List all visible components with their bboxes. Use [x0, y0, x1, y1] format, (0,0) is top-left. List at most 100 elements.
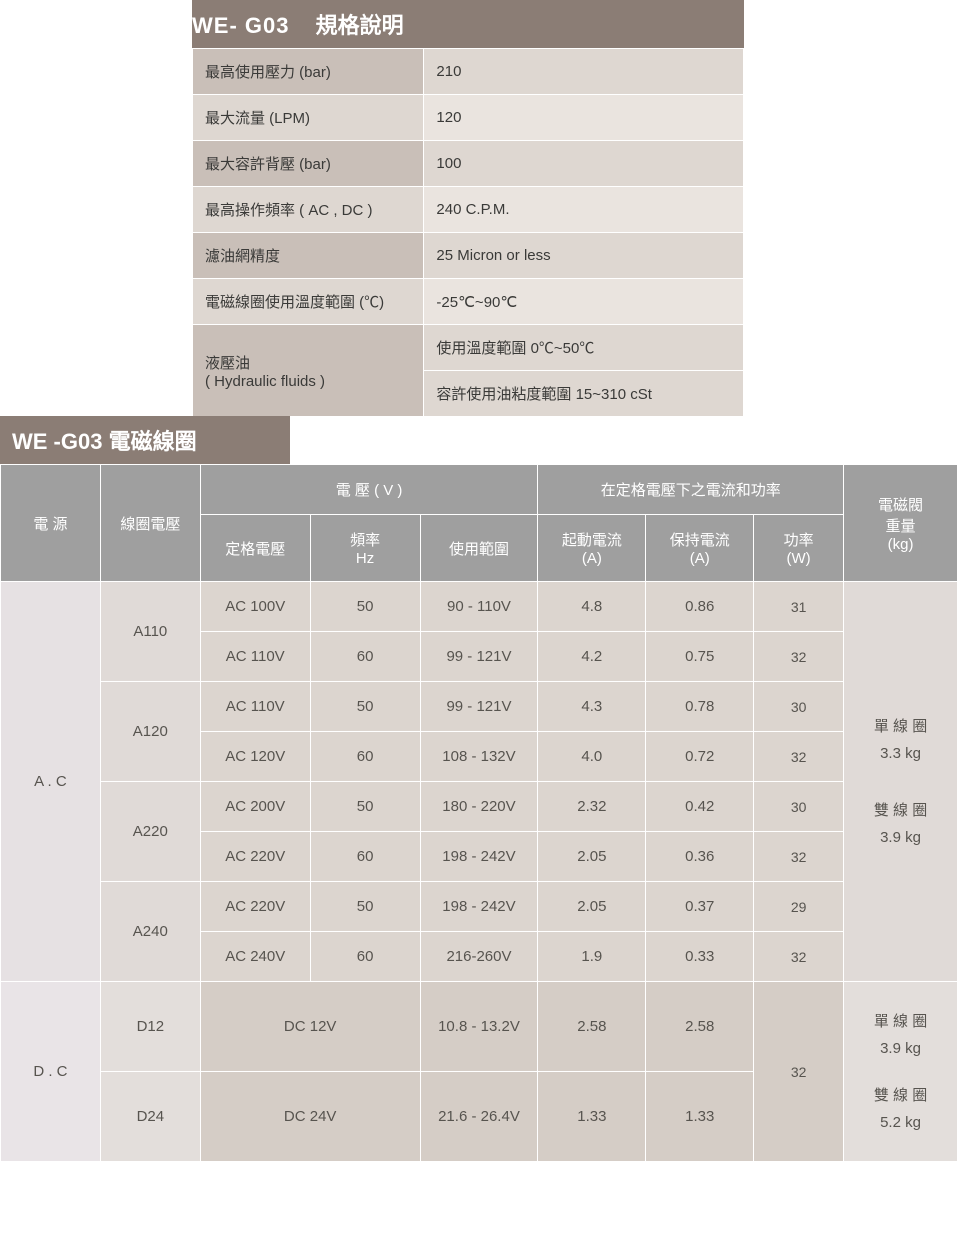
table-row: 最高使用壓力 (bar)210	[193, 49, 744, 95]
hydraulic-label-top: 液壓油	[205, 355, 250, 372]
spec-label-hydraulic: 液壓油 ( Hydraulic fluids )	[193, 325, 424, 417]
col-weight: 電磁閥 重量 (kg)	[844, 465, 958, 582]
spec-label: 最高操作頻率 ( AC , DC )	[193, 187, 424, 233]
cell: 4.8	[538, 582, 646, 632]
spec-value: 210	[424, 49, 744, 95]
cell: 108 - 132V	[420, 732, 538, 782]
table-row: A . C A110 AC 100V 50 90 - 110V 4.8 0.86…	[1, 582, 958, 632]
spec-label: 最大流量 (LPM)	[193, 95, 424, 141]
cell: 2.58	[646, 982, 754, 1072]
cell: 32	[754, 982, 844, 1162]
spec-title-text: 規格說明	[316, 13, 404, 38]
col-range: 使用範圍	[420, 515, 538, 582]
table-row: 最大容許背壓 (bar)100	[193, 141, 744, 187]
coil-group-name: A220	[100, 782, 200, 882]
cell: DC 12V	[200, 982, 420, 1072]
spec-label: 最大容許背壓 (bar)	[193, 141, 424, 187]
table-row: A240 AC 220V 50 198 - 242V 2.05 0.37 29	[1, 882, 958, 932]
ac-weight-double: 雙 線 圈 3.9 kg	[850, 797, 951, 851]
cell: AC 200V	[200, 782, 310, 832]
cell: 198 - 242V	[420, 832, 538, 882]
cell: 29	[754, 882, 844, 932]
cell: 2.58	[538, 982, 646, 1072]
spec-value: 使用溫度範圍 0℃~50℃	[424, 325, 744, 371]
spec-label: 最高使用壓力 (bar)	[193, 49, 424, 95]
spec-table: 最高使用壓力 (bar)210 最大流量 (LPM)120 最大容許背壓 (ba…	[192, 48, 744, 417]
cell: AC 100V	[200, 582, 310, 632]
coil-group-name: A120	[100, 682, 200, 782]
cell: 99 - 121V	[420, 682, 538, 732]
spec-label: 濾油網精度	[193, 233, 424, 279]
ac-weight-single: 單 線 圈 3.3 kg	[850, 713, 951, 767]
cell: 2.32	[538, 782, 646, 832]
cell: 90 - 110V	[420, 582, 538, 632]
col-voltage-group: 電 壓 ( V )	[200, 465, 538, 515]
cell: 2.05	[538, 882, 646, 932]
table-row: 濾油網精度25 Micron or less	[193, 233, 744, 279]
cell: 50	[310, 782, 420, 832]
cell: 32	[754, 732, 844, 782]
cell: 2.05	[538, 832, 646, 882]
col-watt: 功率 (W)	[754, 515, 844, 582]
spec-value: -25℃~90℃	[424, 279, 744, 325]
table-row: 最高操作頻率 ( AC , DC )240 C.P.M.	[193, 187, 744, 233]
spec-value: 120	[424, 95, 744, 141]
col-power: 電 源	[1, 465, 101, 582]
table-row: 電磁線圈使用溫度範圍 (℃)-25℃~90℃	[193, 279, 744, 325]
col-coil-v: 線圈電壓	[100, 465, 200, 582]
cell: 1.33	[646, 1072, 754, 1162]
cell: 0.36	[646, 832, 754, 882]
cell: 0.37	[646, 882, 754, 932]
table-row: 最大流量 (LPM)120	[193, 95, 744, 141]
cell: 50	[310, 682, 420, 732]
cell: 21.6 - 26.4V	[420, 1072, 538, 1162]
col-freq: 頻率 Hz	[310, 515, 420, 582]
ac-weight-cell: 單 線 圈 3.3 kg 雙 線 圈 3.9 kg	[844, 582, 958, 982]
coil-group-name: A240	[100, 882, 200, 982]
cell: 0.42	[646, 782, 754, 832]
cell: 0.78	[646, 682, 754, 732]
spec-model: WE- G03	[192, 13, 289, 38]
cell: AC 220V	[200, 882, 310, 932]
coil-group-name: D24	[100, 1072, 200, 1162]
table-header-row: 電 源 線圈電壓 電 壓 ( V ) 在定格電壓下之電流和功率 電磁閥 重量 (…	[1, 465, 958, 515]
cell: 30	[754, 782, 844, 832]
coil-group-name: D12	[100, 982, 200, 1072]
spec-value: 240 C.P.M.	[424, 187, 744, 233]
cell: 198 - 242V	[420, 882, 538, 932]
dc-weight-double: 雙 線 圈 5.2 kg	[850, 1082, 951, 1136]
cell: 4.0	[538, 732, 646, 782]
coil-group-name: A110	[100, 582, 200, 682]
cell: 60	[310, 932, 420, 982]
cell: 1.33	[538, 1072, 646, 1162]
ac-label: A . C	[1, 582, 101, 982]
coil-table: 電 源 線圈電壓 電 壓 ( V ) 在定格電壓下之電流和功率 電磁閥 重量 (…	[0, 464, 958, 1162]
table-row: A120 AC 110V 50 99 - 121V 4.3 0.78 30	[1, 682, 958, 732]
coil-title-bar: WE -G03 電磁線圈	[0, 416, 290, 464]
cell: 31	[754, 582, 844, 632]
cell: 60	[310, 732, 420, 782]
cell: 32	[754, 932, 844, 982]
cell: 0.75	[646, 632, 754, 682]
dc-label: D . C	[1, 982, 101, 1162]
cell: 0.33	[646, 932, 754, 982]
spec-title-bar: WE- G03 規格說明	[192, 0, 744, 48]
cell: 50	[310, 582, 420, 632]
cell: AC 240V	[200, 932, 310, 982]
cell: 1.9	[538, 932, 646, 982]
cell: 30	[754, 682, 844, 732]
dc-weight-single: 單 線 圈 3.9 kg	[850, 1008, 951, 1062]
table-row: 液壓油 ( Hydraulic fluids ) 使用溫度範圍 0℃~50℃	[193, 325, 744, 371]
cell: AC 120V	[200, 732, 310, 782]
cell: 0.86	[646, 582, 754, 632]
table-row: D . C D12 DC 12V 10.8 - 13.2V 2.58 2.58 …	[1, 982, 958, 1072]
cell: 216-260V	[420, 932, 538, 982]
cell: 32	[754, 832, 844, 882]
dc-weight-cell: 單 線 圈 3.9 kg 雙 線 圈 5.2 kg	[844, 982, 958, 1162]
col-hold-a: 保持電流 (A)	[646, 515, 754, 582]
cell: AC 220V	[200, 832, 310, 882]
cell: 4.2	[538, 632, 646, 682]
cell: 180 - 220V	[420, 782, 538, 832]
spec-value: 25 Micron or less	[424, 233, 744, 279]
col-rated-v: 定格電壓	[200, 515, 310, 582]
